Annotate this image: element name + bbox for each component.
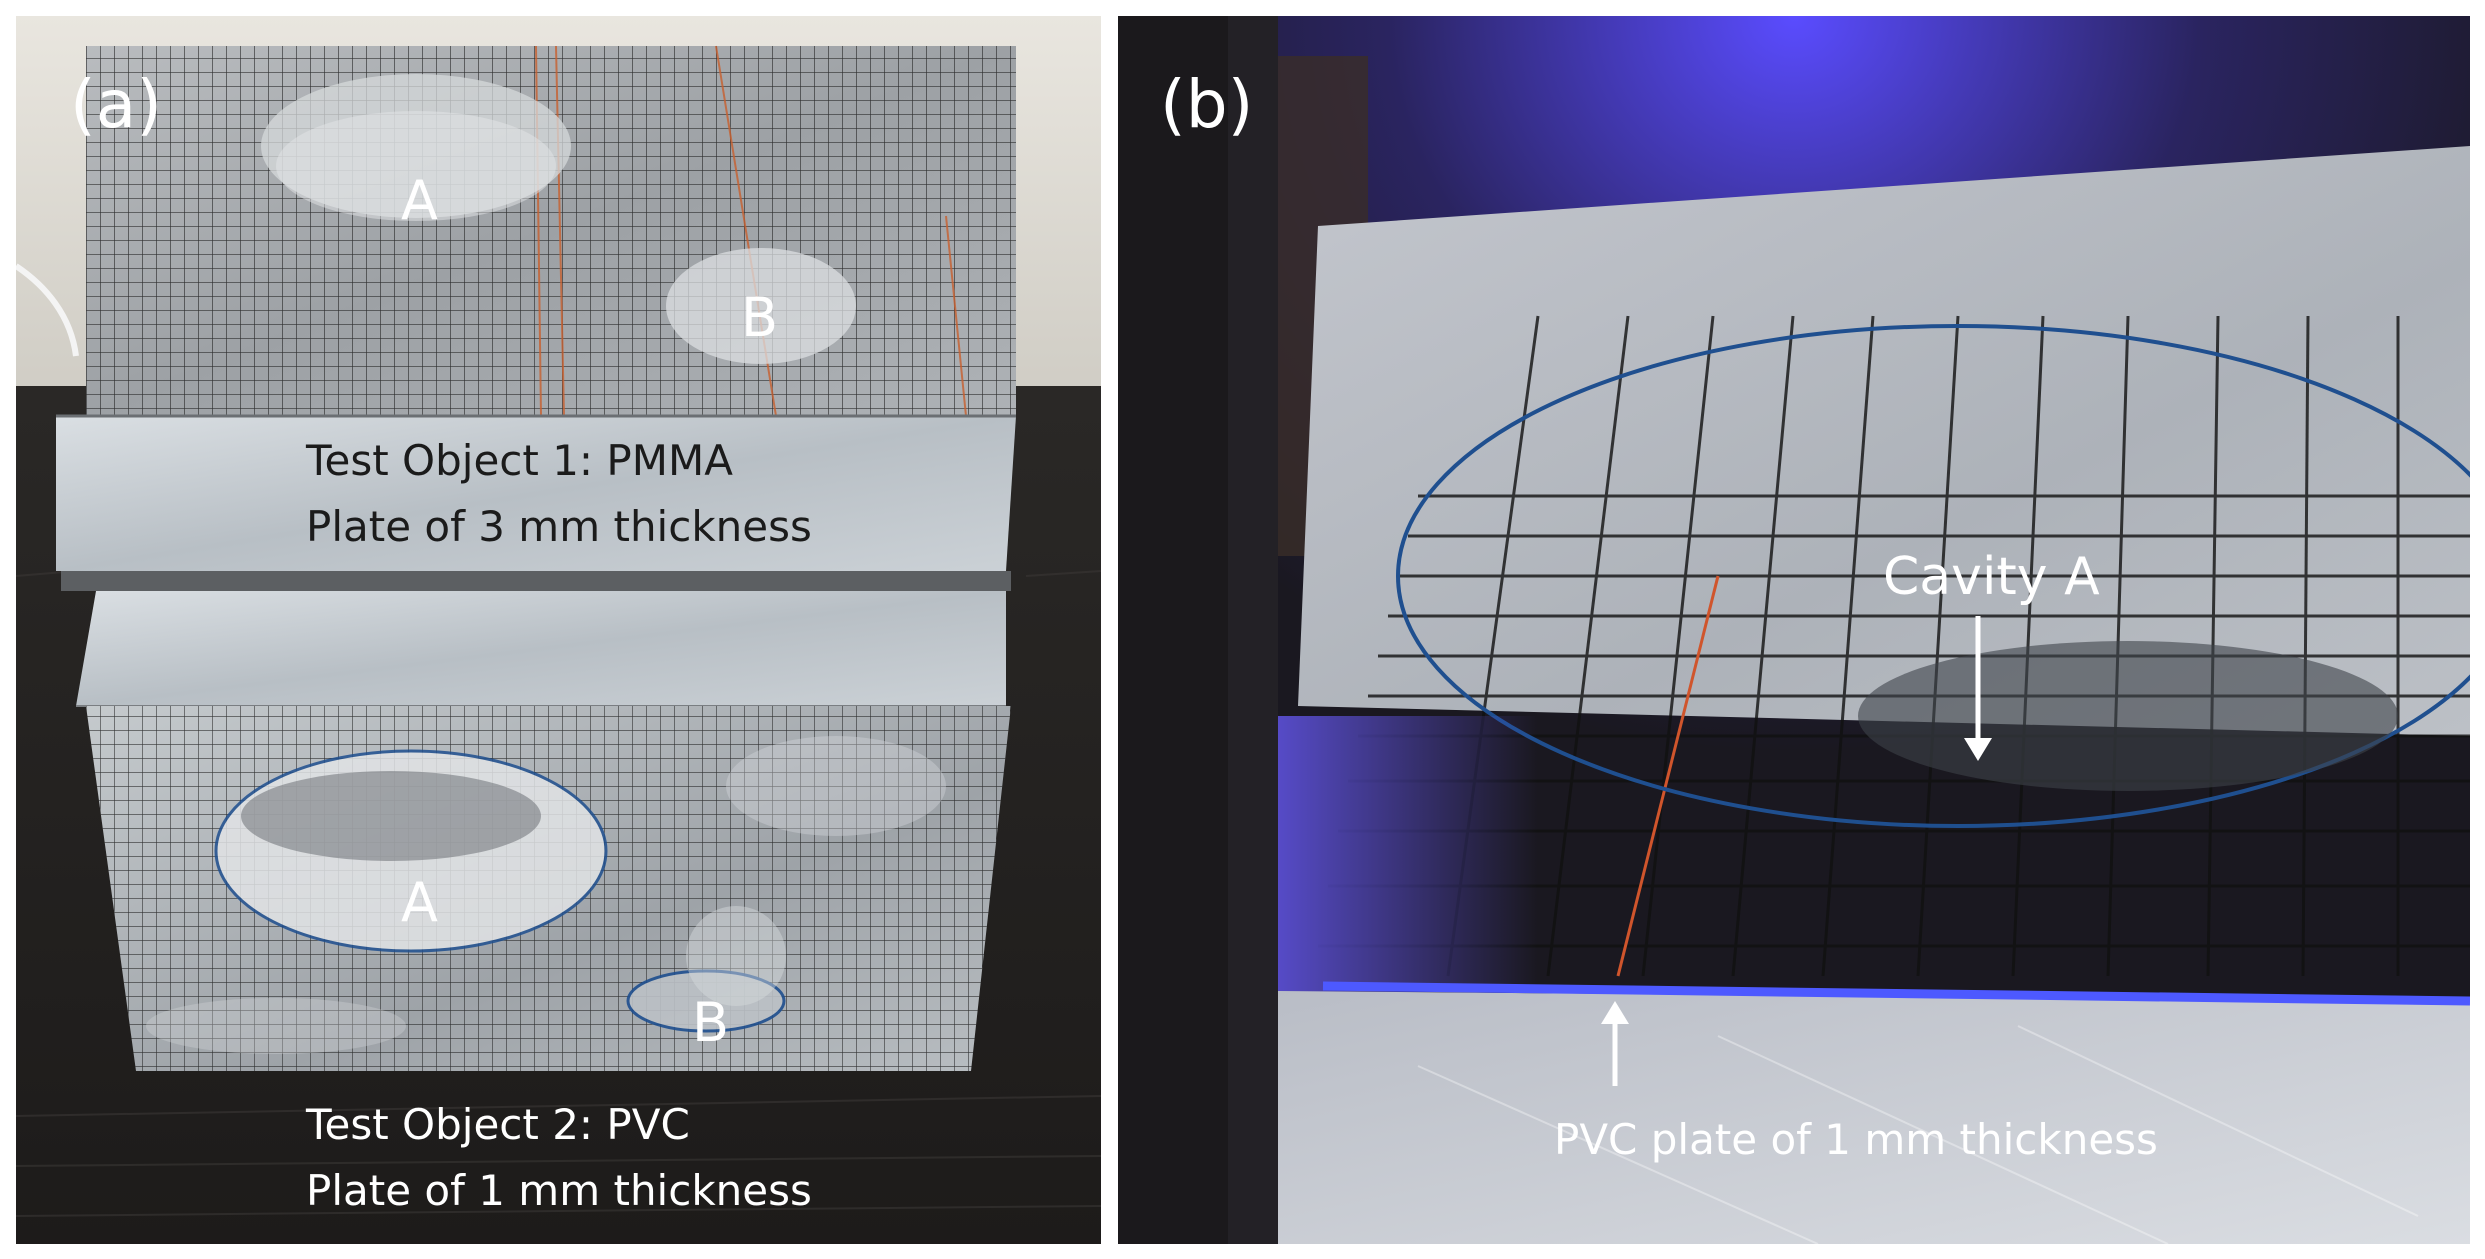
photo-panel-b: (b) Cavity A PVC plate of 1 mm thickness — [1118, 16, 2470, 1244]
pvc-caption-line2: Plate of 1 mm thickness — [306, 1166, 812, 1215]
cavity-a-label: Cavity A — [1883, 547, 2100, 607]
pmma-cavity-b-label: B — [741, 286, 779, 349]
cavity-a-outline — [1396, 324, 2470, 828]
pvc-plate-label: PVC plate of 1 mm thickness — [1554, 1115, 2158, 1164]
panel-a-label: (a) — [70, 66, 162, 143]
pmma-front-side — [56, 416, 1016, 571]
lower-block — [1278, 991, 2470, 1244]
pvc-cavity-a-label: A — [401, 871, 438, 934]
pmma-cavity-b — [666, 248, 856, 364]
pvc-cavity-b — [626, 969, 786, 1033]
photo-panel-a: (a) A B Test Object 1: PMMA Plate of 3 m… — [16, 16, 1101, 1244]
pmma-cavity-a-label: A — [401, 169, 438, 232]
pvc-plate-surface — [1298, 146, 2470, 736]
pmma-caption-line2: Plate of 3 mm thickness — [306, 502, 812, 551]
cavity-arrow — [1964, 616, 1992, 761]
pvc-caption-line1: Test Object 2: PVC — [306, 1100, 690, 1149]
pvc-plate-edge — [1322, 981, 2470, 1006]
panel-a-photo — [16, 16, 1101, 1244]
pvc-top-slab — [76, 591, 1006, 706]
plate-arrow — [1601, 1001, 1629, 1086]
pvc-cavity-b-label: B — [692, 991, 730, 1054]
panel-b-photo — [1118, 16, 2470, 1244]
pmma-caption-line1: Test Object 1: PMMA — [306, 436, 733, 485]
cavity-a-shadow — [1858, 641, 2398, 791]
panel-b-label: (b) — [1160, 66, 1254, 143]
